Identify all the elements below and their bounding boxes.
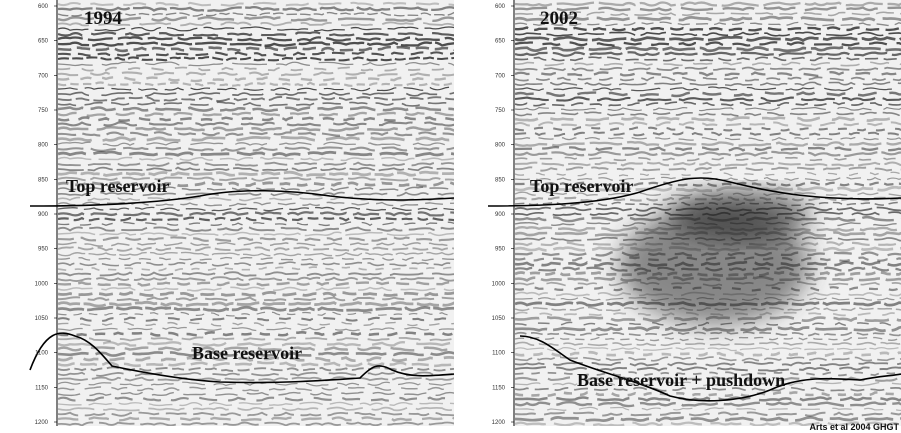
y-tick-label: 900 [495, 212, 506, 218]
figure: 1994 2002 Top reservoir Base reservoir T… [0, 0, 901, 433]
y-tick-label: 1000 [35, 281, 49, 287]
horizon-label: Top reservoir [66, 176, 170, 196]
y-tick-label: 950 [495, 247, 506, 253]
y-tick-label: 750 [38, 108, 49, 114]
y-tick-label: 650 [495, 39, 506, 45]
y-tick-label: 850 [495, 177, 506, 183]
y-tick-label: 1100 [492, 351, 506, 357]
y-tick-label: 900 [38, 212, 49, 218]
y-tick-label: 1050 [492, 316, 506, 322]
y-tick-label: 600 [495, 4, 506, 10]
y-tick-label: 800 [38, 143, 49, 149]
y-tick-label: 1150 [492, 385, 506, 391]
credit: Arts et al 2004 GHGT [809, 422, 899, 432]
y-tick-label: 650 [38, 39, 49, 45]
year-label: 1994 [84, 8, 123, 29]
y-tick-label: 1000 [492, 281, 506, 287]
y-tick-label: 1200 [35, 420, 49, 426]
y-tick-label: 750 [495, 108, 506, 114]
horizon-label: Base reservoir + pushdown [577, 370, 785, 390]
y-tick-label: 700 [495, 73, 506, 79]
horizon-label: Top reservoir [530, 176, 634, 196]
y-tick-label: 1200 [492, 420, 506, 426]
y-tick-label: 850 [38, 177, 49, 183]
year-label: 2002 [540, 8, 578, 29]
y-tick-label: 1150 [35, 385, 49, 391]
y-tick-label: 700 [38, 73, 49, 79]
y-tick-label: 800 [495, 143, 506, 149]
y-tick-label: 1050 [35, 316, 49, 322]
y-tick-label: 1100 [35, 351, 49, 357]
y-tick-label: 600 [38, 4, 49, 10]
y-tick-label: 950 [38, 247, 49, 253]
horizon-label: Base reservoir [192, 343, 302, 363]
